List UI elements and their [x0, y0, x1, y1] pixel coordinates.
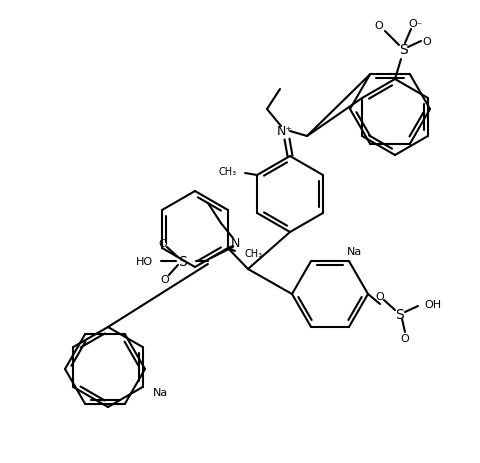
- Text: O: O: [408, 19, 418, 29]
- Text: N⁺: N⁺: [277, 125, 293, 138]
- Text: O: O: [422, 37, 432, 47]
- Text: S: S: [396, 307, 404, 321]
- Text: CH₃: CH₃: [245, 249, 263, 258]
- Text: O: O: [376, 291, 384, 301]
- Text: ⁻: ⁻: [417, 21, 421, 31]
- Text: Na: Na: [347, 247, 361, 257]
- Text: S: S: [179, 255, 187, 269]
- Text: Na: Na: [153, 387, 168, 397]
- Text: OH: OH: [424, 300, 441, 309]
- Text: CH₃: CH₃: [219, 167, 237, 176]
- Text: HO: HO: [136, 257, 153, 266]
- Text: O: O: [401, 333, 409, 343]
- Text: O: O: [158, 238, 168, 249]
- Text: O: O: [160, 275, 169, 284]
- Text: N: N: [231, 237, 240, 250]
- Text: O: O: [374, 21, 384, 31]
- Text: S: S: [398, 43, 408, 57]
